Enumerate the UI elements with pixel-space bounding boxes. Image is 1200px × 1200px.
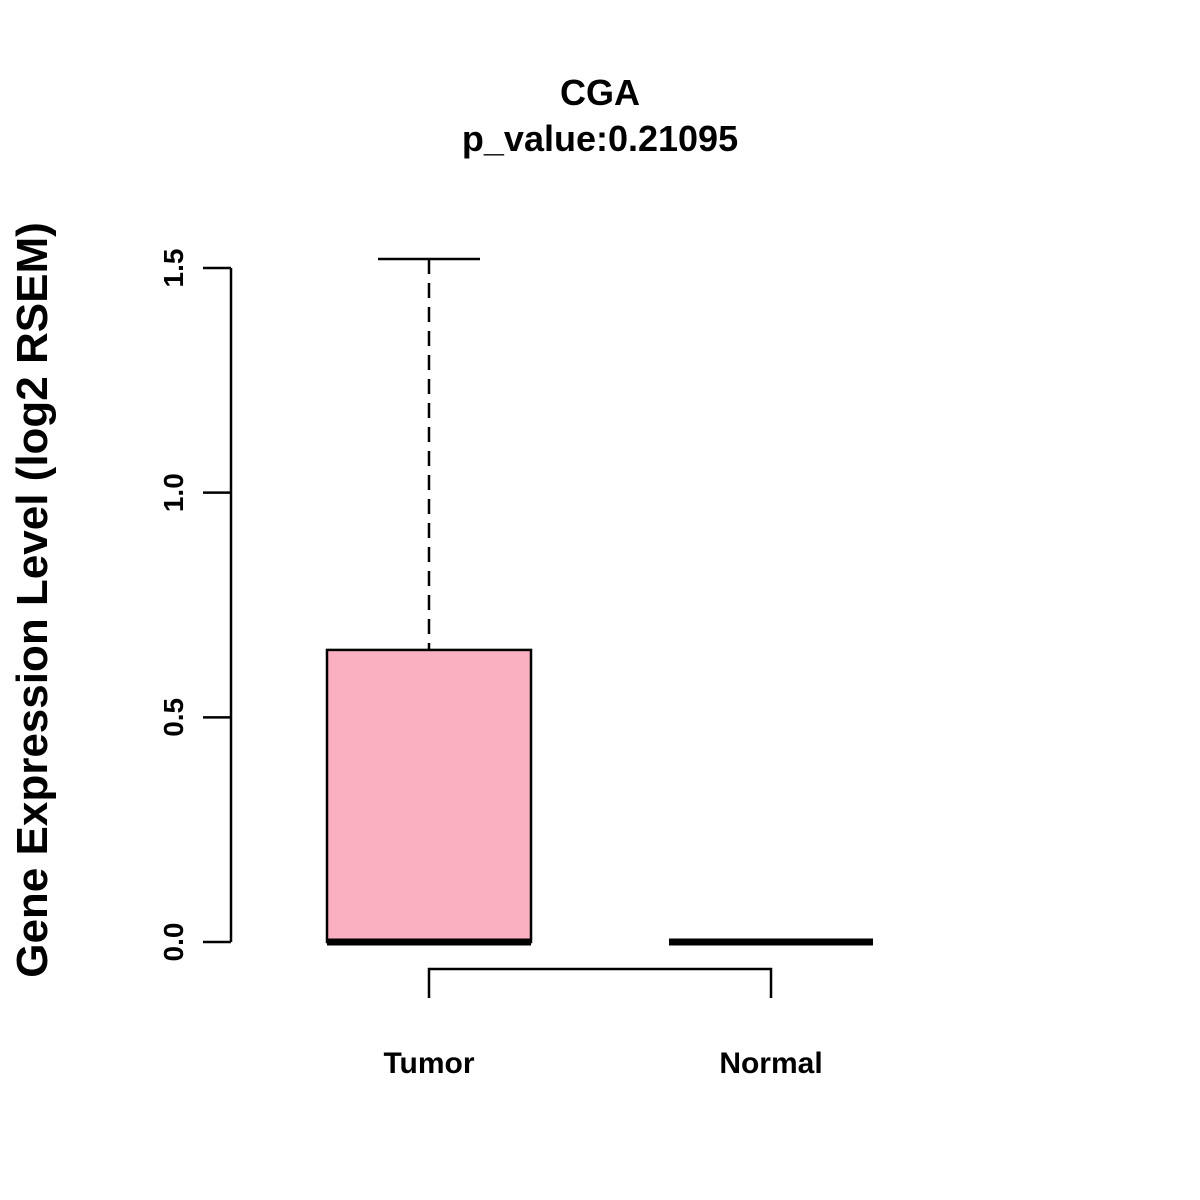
x-label-normal: Normal (719, 1047, 822, 1080)
y-tick-label-2: 1.0 (158, 473, 189, 512)
box-tumor (325, 257, 533, 946)
y-tick-label-3: 1.5 (158, 249, 189, 288)
bracket-line (427, 967, 773, 998)
y-tick-label-0: 0.0 (158, 923, 189, 962)
x-axis-labels: Tumor Normal (383, 1047, 822, 1080)
y-axis: 0.0 0.5 1.0 1.5 (158, 249, 233, 962)
boxes-group (325, 257, 873, 946)
chart-title: CGA (560, 72, 640, 113)
box-rect-tumor (325, 648, 533, 944)
chart-subtitle: p_value:0.21095 (462, 118, 738, 159)
y-axis-label: Gene Expression Level (log2 RSEM) (8, 222, 57, 978)
y-tick-label-1: 0.5 (158, 698, 189, 737)
comparison-bracket (427, 967, 773, 998)
x-label-tumor: Tumor (383, 1047, 474, 1080)
